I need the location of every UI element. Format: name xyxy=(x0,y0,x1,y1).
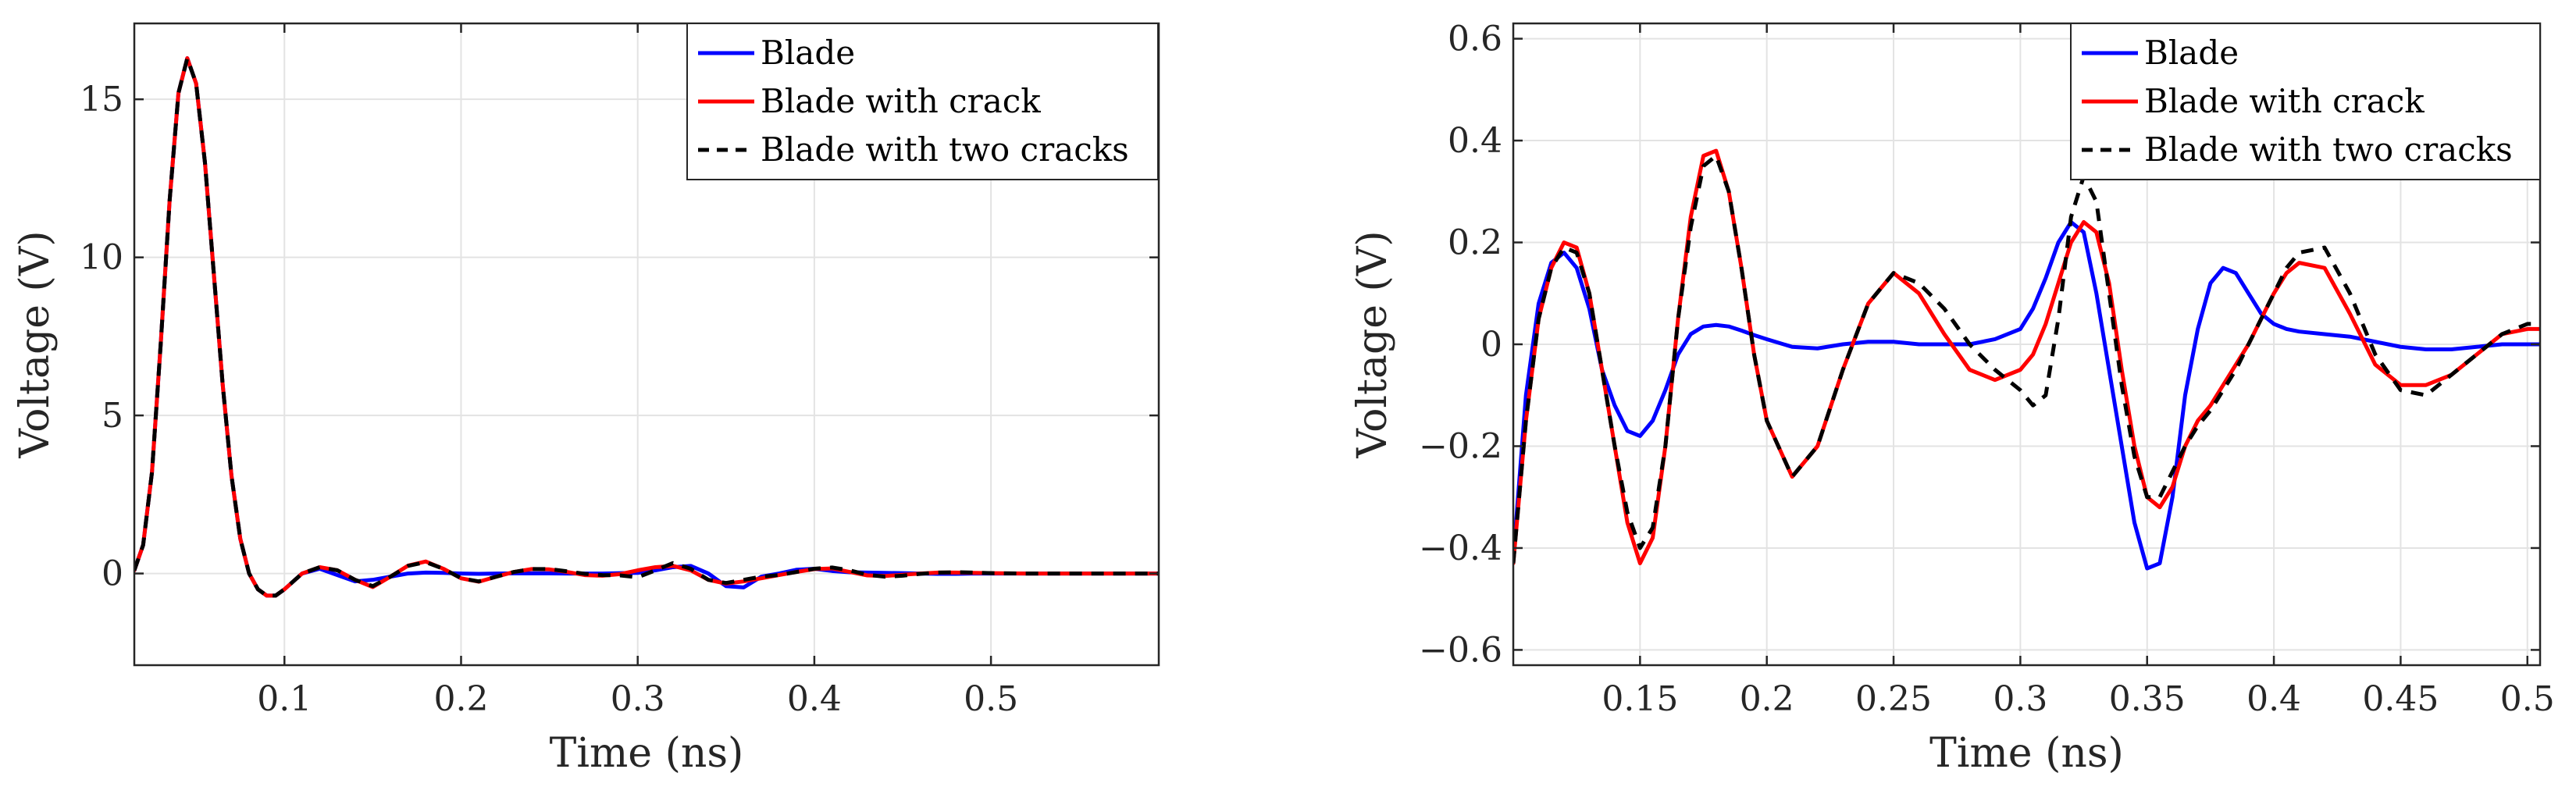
y-tick-label: 0.4 xyxy=(1448,121,1502,161)
y-tick-label: 10 xyxy=(80,238,123,278)
x-tick-label: 0.4 xyxy=(787,679,842,719)
legend-entry: Blade with two cracks xyxy=(761,130,1129,169)
series-line-blade-with-crack xyxy=(1513,148,2540,566)
legend: Blade Blade with crack Blade with two crac… xyxy=(686,23,1159,180)
y-axis-label: Voltage (V) xyxy=(1349,230,1396,458)
y-tick-label: −0.4 xyxy=(1419,529,1502,568)
series-line-blade-with-two-cracks xyxy=(134,56,1159,598)
x-tick-label: 0.5 xyxy=(2500,679,2555,719)
x-tick-label: 0.4 xyxy=(2246,679,2301,719)
legend-box xyxy=(686,23,1159,180)
y-tick-label: 0.6 xyxy=(1448,20,1502,59)
y-tick-label: 0.2 xyxy=(1448,223,1502,263)
x-tick-label: 0.3 xyxy=(1993,679,2047,719)
series-lines xyxy=(1513,148,2540,571)
y-tick-label: −0.6 xyxy=(1419,630,1502,670)
right-voltage-chart: 0.15 0.2 0.25 0.3 0.35 0.4 0.45 0.5 −0.6 −0.4 −0.2… xyxy=(1349,20,2555,777)
legend-entry: Blade with crack xyxy=(761,82,1041,120)
series-lines xyxy=(134,56,1159,598)
y-tick-label: 0 xyxy=(1480,325,1502,365)
x-axis-label: Time (ns) xyxy=(1929,730,2124,777)
series-line-blade-with-two-cracks xyxy=(1513,154,2540,564)
legend-entry: Blade with two cracks xyxy=(2144,130,2513,169)
y-axis-label: Voltage (V) xyxy=(12,230,59,458)
y-tick-label: 0 xyxy=(102,554,123,594)
x-axis-label: Time (ns) xyxy=(550,730,744,777)
x-tick-label: 0.1 xyxy=(257,679,312,719)
legend: Blade Blade with crack Blade with two crac… xyxy=(2070,23,2541,180)
legend-box xyxy=(2070,23,2541,180)
legend-entry: Blade xyxy=(761,34,855,72)
x-tick-label: 0.2 xyxy=(433,679,488,719)
x-tick-label: 0.3 xyxy=(611,679,665,719)
legend-entry: Blade xyxy=(2144,34,2239,72)
y-tick-label: 5 xyxy=(102,396,123,436)
legend-entry: Blade with crack xyxy=(2144,82,2425,120)
series-line-blade xyxy=(1513,219,2540,571)
x-tick-label: 0.45 xyxy=(2362,679,2439,719)
y-tick-label: 15 xyxy=(80,80,123,119)
y-tick-label: −0.2 xyxy=(1419,426,1502,466)
x-tick-label: 0.35 xyxy=(2109,679,2186,719)
left-voltage-chart: 0.1 0.2 0.3 0.4 0.5 0 5 10 15 Time (ns) Voltage (V… xyxy=(12,22,1160,777)
x-tick-label: 0.2 xyxy=(1740,679,1794,719)
x-tick-label: 0.15 xyxy=(1602,679,1678,719)
axes-box xyxy=(133,22,1160,667)
x-tick-label: 0.25 xyxy=(1855,679,1932,719)
x-tick-label: 0.5 xyxy=(964,679,1018,719)
